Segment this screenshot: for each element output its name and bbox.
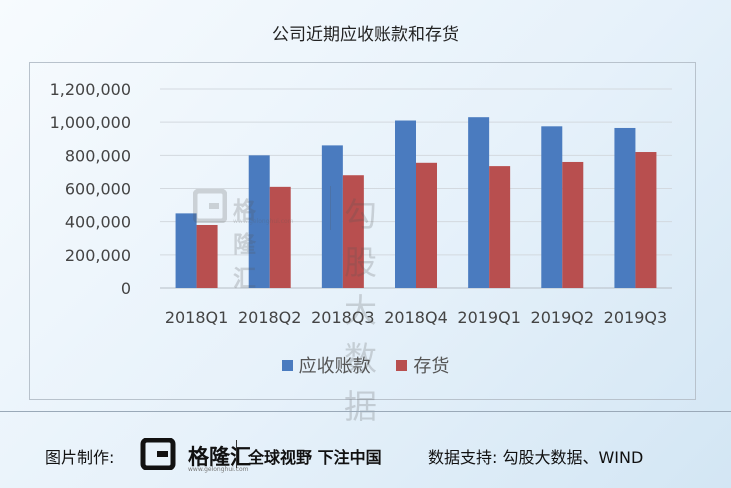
- y-tick-label: 0: [121, 279, 131, 298]
- bar-receivables-2018Q4: [395, 120, 416, 288]
- x-tick-label: 2018Q2: [238, 308, 302, 327]
- footer: 图片制作: 格隆汇 www.gelonghui.com 全球视野 下注中国 数据…: [0, 424, 731, 484]
- x-tick-label: 2018Q4: [384, 308, 448, 327]
- legend-item-receivables: 应收账款: [281, 352, 371, 378]
- bar-inventory-2018Q2: [269, 186, 291, 288]
- x-tick-labels: 2018Q1 2018Q2 2018Q3 2018Q4 2019Q1 2019Q2 2019…: [165, 308, 667, 327]
- footer-separator: [236, 440, 237, 468]
- bar-receivables-2019Q1: [468, 117, 490, 288]
- y-tick-label: 600,000: [65, 180, 131, 199]
- bar-receivables-2019Q3: [614, 127, 636, 289]
- x-tick-label: 2019Q1: [457, 308, 521, 327]
- legend-label-inventory: 存货: [413, 356, 450, 377]
- x-tick-label: 2018Q3: [311, 308, 375, 327]
- legend-swatch-receivables: [281, 359, 293, 371]
- legend-item-inventory: 存货: [396, 352, 449, 378]
- watermark-separator: [330, 186, 331, 230]
- footer-label: 图片制作:: [45, 448, 115, 467]
- watermark-brand: 格隆汇: [233, 198, 256, 292]
- legend-swatch-inventory: [396, 359, 408, 371]
- bar-receivables-2018Q1: [175, 213, 197, 288]
- legend: 应收账款 存货: [0, 352, 731, 378]
- watermark-text: 勾股大数据: [344, 195, 378, 426]
- bars: [175, 117, 657, 289]
- legend-label-receivables: 应收账款: [298, 356, 371, 377]
- x-tick-label: 2019Q3: [604, 308, 668, 327]
- y-tick-label: 200,000: [65, 246, 131, 265]
- bar-inventory-2018Q1: [196, 224, 218, 288]
- footer-divider: [0, 411, 731, 412]
- footer-url: www.gelonghui.com: [188, 466, 249, 473]
- y-tick-label: 1,000,000: [50, 113, 131, 132]
- x-tick-label: 2019Q2: [531, 308, 595, 327]
- bar-inventory-2019Q1: [489, 166, 511, 288]
- y-tick-labels: 0 200,000 400,000 600,000 800,000 1,000,000 1,…: [50, 80, 131, 298]
- bar-inventory-2019Q2: [562, 161, 584, 288]
- y-tick-label: 800,000: [65, 146, 131, 165]
- bar-receivables-2018Q2: [248, 155, 270, 288]
- gelonghui-logo-icon: [140, 438, 176, 470]
- bar-chart: 0 200,000 400,000 600,000 800,000 1,000,000 1,…: [50, 80, 672, 327]
- y-tick-label: 400,000: [65, 213, 131, 232]
- chart-title: 公司近期应收账款和存货: [272, 25, 459, 45]
- y-tick-label: 1,200,000: [50, 80, 131, 99]
- bar-inventory-2018Q4: [416, 162, 437, 288]
- watermark-url: www.gelonghui.com: [233, 218, 294, 225]
- bar-receivables-2018Q3: [321, 145, 343, 288]
- chart-frame: [29, 62, 696, 400]
- bar-receivables-2019Q2: [541, 126, 563, 288]
- bar-inventory-2019Q3: [635, 152, 657, 288]
- bar-inventory-2018Q3: [342, 175, 364, 288]
- footer-brand: 格隆汇: [188, 445, 251, 469]
- watermark-logo-icon: [193, 189, 227, 223]
- footer-slogan: 全球视野 下注中国: [248, 448, 382, 467]
- x-tick-label: 2018Q1: [165, 308, 229, 327]
- footer-source: 数据支持: 勾股大数据、WIND: [428, 448, 644, 467]
